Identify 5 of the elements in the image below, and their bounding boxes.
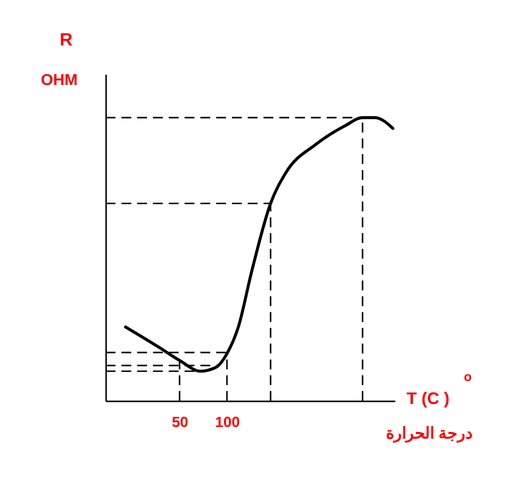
- text: درجة الحرارة: [386, 425, 473, 444]
- x-axis-title: T (C )o: [406, 369, 472, 408]
- x-tick-label: 50: [172, 415, 188, 432]
- text: R OHM: [40, 30, 78, 90]
- x-tick-label: 100: [215, 415, 240, 432]
